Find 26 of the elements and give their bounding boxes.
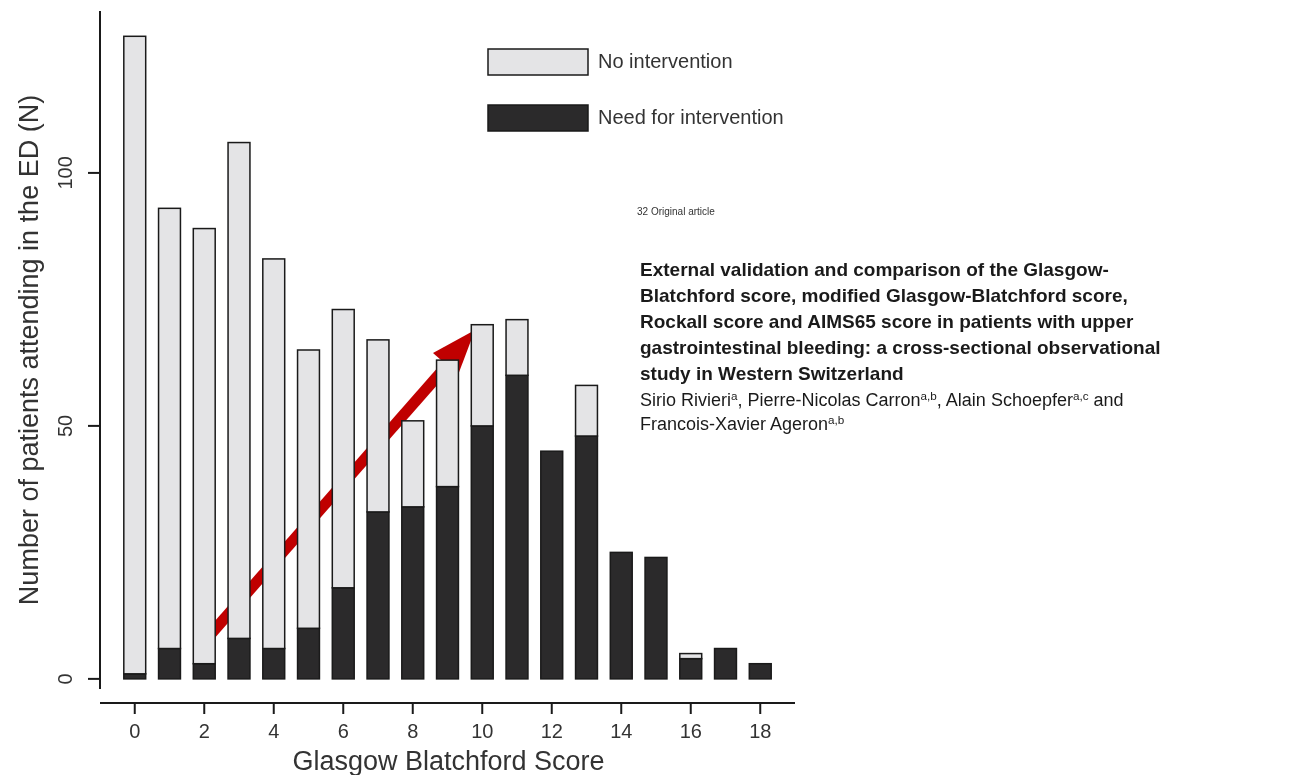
x-tick-label: 6 — [337, 720, 349, 742]
bar — [540, 450, 564, 680]
bar — [679, 657, 703, 680]
y-axis-title: Number of patients attending in the ED (N) — [14, 94, 44, 606]
annotation: External validation and comparison of the Glasgow-Blatchford score, modified Glasgow-Blatchford score, Rockall score and AIMS65 score in patients with upper gastrointestinal bleeding: a cross-sectional observational study in Western Switzerland — [640, 259, 1161, 384]
legend-label: Need for intervention — [598, 106, 784, 128]
x-tick-label: 0 — [129, 720, 141, 742]
bar — [748, 662, 772, 680]
annotation: 32 Original article — [637, 206, 716, 217]
x-tick-label: 12 — [540, 720, 563, 742]
x-tick-label: 4 — [268, 720, 280, 742]
x-tick-label: 10 — [471, 720, 494, 742]
bar — [609, 551, 633, 680]
bar — [644, 556, 668, 680]
y-tick-label: 100 — [54, 156, 76, 190]
x-tick-label: 18 — [749, 720, 772, 742]
text: Sirio Rivieri$^{a}$, Pierre-Nicolas Carron$^{a,b}$, Alain Schoepfer$^{a,c}$ and Francois-Xavier Ageron$^{a,b}$ — [640, 388, 1124, 434]
bar — [713, 647, 738, 680]
x-tick-label: 8 — [407, 720, 419, 742]
legend-label: No intervention — [598, 50, 733, 72]
y-tick-label: 0 — [54, 673, 76, 685]
x-tick-label: 2 — [198, 720, 210, 742]
x-tick-label: 14 — [610, 720, 633, 742]
x-axis-title: Glasgow Blatchford Score — [292, 746, 605, 775]
x-tick-label: 16 — [679, 720, 702, 742]
y-tick-label: 50 — [54, 414, 76, 438]
